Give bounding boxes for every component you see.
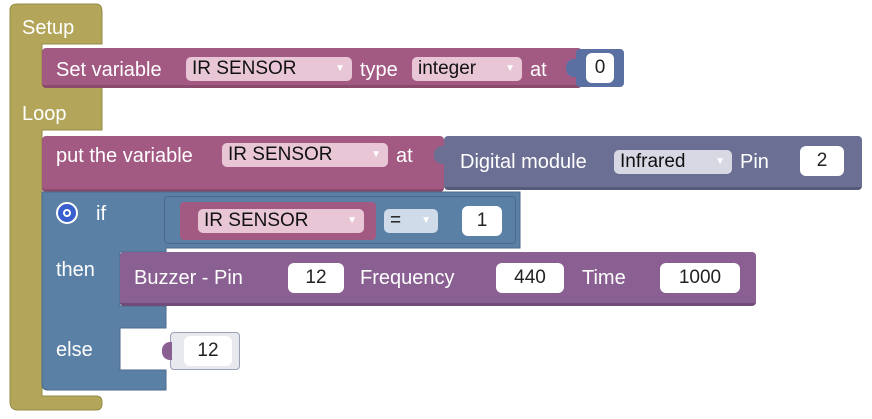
else-label: else xyxy=(56,339,93,361)
put-at-label: at xyxy=(396,145,413,167)
dropdown-value: = xyxy=(390,210,402,231)
chevron-down-icon: ▼ xyxy=(335,63,345,74)
digital-module-connector xyxy=(434,146,444,164)
dropdown-value: IR SENSOR xyxy=(192,58,297,79)
chevron-down-icon: ▼ xyxy=(347,215,357,226)
condition-variable-dropdown[interactable]: IR SENSOR ▼ xyxy=(198,209,364,233)
condition-socket xyxy=(154,206,164,224)
digital-pin-field[interactable]: 2 xyxy=(800,146,844,176)
set-variable-value-field[interactable]: 0 xyxy=(586,53,614,83)
pin-label: Pin xyxy=(740,151,769,173)
chevron-down-icon: ▼ xyxy=(371,149,381,160)
digital-module-label: Digital module xyxy=(460,151,587,173)
dropdown-value: IR SENSOR xyxy=(204,210,309,231)
frequency-label: Frequency xyxy=(360,267,455,289)
put-variable-name-dropdown[interactable]: IR SENSOR ▼ xyxy=(222,143,388,167)
buzzer-block[interactable] xyxy=(120,252,756,306)
operator-dropdown[interactable]: = ▼ xyxy=(384,209,438,233)
set-variable-name-dropdown[interactable]: IR SENSOR ▼ xyxy=(186,57,352,81)
chevron-down-icon: ▼ xyxy=(715,156,725,167)
gear-center xyxy=(63,209,71,217)
at-label: at xyxy=(530,59,547,81)
frequency-field[interactable]: 440 xyxy=(496,263,564,293)
loop-label: Loop xyxy=(22,103,67,125)
set-variable-label: Set variable xyxy=(56,59,162,81)
dropdown-value: integer xyxy=(418,58,477,79)
else-value-field[interactable]: 12 xyxy=(184,336,232,366)
dropdown-value: IR SENSOR xyxy=(228,144,333,165)
time-label: Time xyxy=(582,267,626,289)
gear-icon[interactable] xyxy=(56,202,78,224)
setup-label: Setup xyxy=(22,17,75,39)
chevron-down-icon: ▼ xyxy=(421,215,431,226)
type-dropdown[interactable]: integer ▼ xyxy=(412,57,522,81)
type-label: type xyxy=(360,59,398,81)
put-variable-label: put the variable xyxy=(56,145,193,167)
time-field[interactable]: 1000 xyxy=(660,263,740,293)
else-socket xyxy=(162,342,172,360)
module-type-dropdown[interactable]: Infrared ▼ xyxy=(614,150,732,174)
dropdown-value: Infrared xyxy=(620,151,686,172)
then-label: then xyxy=(56,259,95,281)
if-label: if xyxy=(96,203,106,225)
value-input-socket xyxy=(566,59,576,77)
chevron-down-icon: ▼ xyxy=(505,63,515,74)
buzzer-pin-label: Buzzer - Pin xyxy=(134,267,243,289)
condition-value-field[interactable]: 1 xyxy=(462,206,502,236)
buzzer-pin-field[interactable]: 12 xyxy=(288,263,344,293)
